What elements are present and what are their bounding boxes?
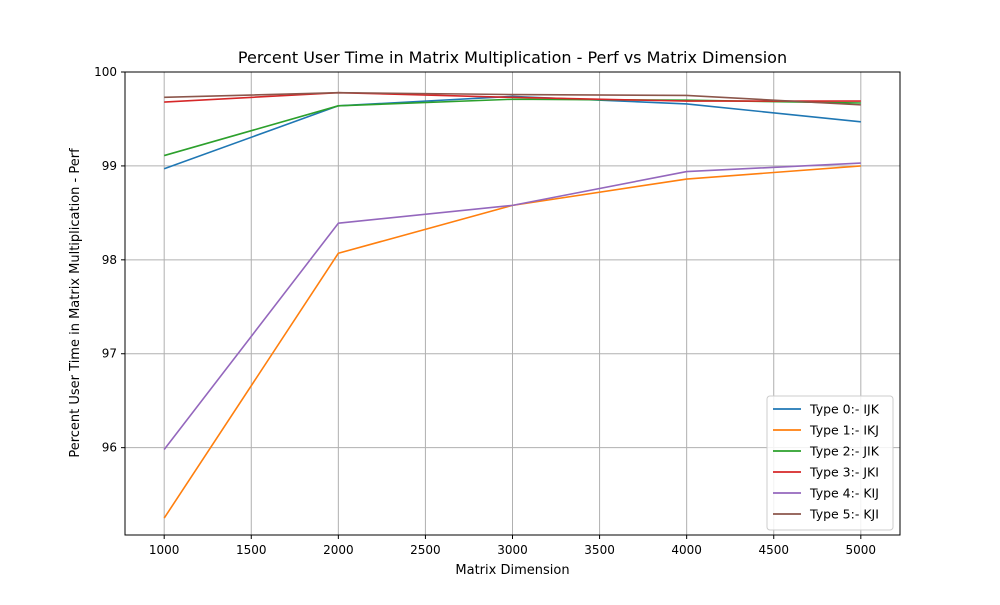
legend: Type 0:- IJK Type 1:- IKJ Type 2:- JIK Type… [766, 395, 894, 531]
x-tick-label: 4000 [671, 543, 702, 557]
x-axis: 1000 1500 2000 2500 3000 3500 4000 4500 5000 [149, 535, 876, 557]
chart-title: Percent User Time in Matrix Multiplicati… [238, 48, 787, 67]
legend-label-3: Type 3:- JKI [809, 465, 879, 480]
series-line-3 [164, 91, 861, 103]
series-lines [163, 91, 861, 519]
y-axis-label: Percent User Time in Matrix Multiplicati… [68, 148, 83, 458]
y-tick-label: 97 [102, 347, 117, 361]
x-tick-label: 5000 [846, 543, 877, 557]
x-tick-label: 4500 [758, 543, 789, 557]
series-line-0 [163, 95, 861, 170]
legend-label-5: Type 5:- KJI [809, 507, 879, 522]
series-line-4 [163, 162, 861, 451]
y-axis: 96 97 98 99 100 [94, 65, 125, 455]
x-tick-label: 1000 [149, 543, 180, 557]
x-tick-label: 3500 [584, 543, 615, 557]
y-tick-label: 99 [102, 159, 117, 173]
x-tick-label: 3000 [497, 543, 528, 557]
x-tick-label: 2500 [410, 543, 441, 557]
legend-label-0: Type 0:- IJK [809, 402, 880, 417]
x-tick-label: 2000 [323, 543, 354, 557]
y-tick-label: 100 [94, 65, 117, 79]
x-tick-label: 1500 [236, 543, 267, 557]
legend-label-1: Type 1:- IKJ [809, 423, 879, 438]
y-tick-label: 98 [102, 253, 117, 267]
series-line-5 [164, 91, 861, 106]
legend-label-4: Type 4:- KIJ [809, 486, 879, 501]
x-axis-label: Matrix Dimension [455, 563, 569, 578]
legend-label-2: Type 2:- JIK [809, 444, 880, 459]
y-tick-label: 96 [102, 441, 117, 455]
